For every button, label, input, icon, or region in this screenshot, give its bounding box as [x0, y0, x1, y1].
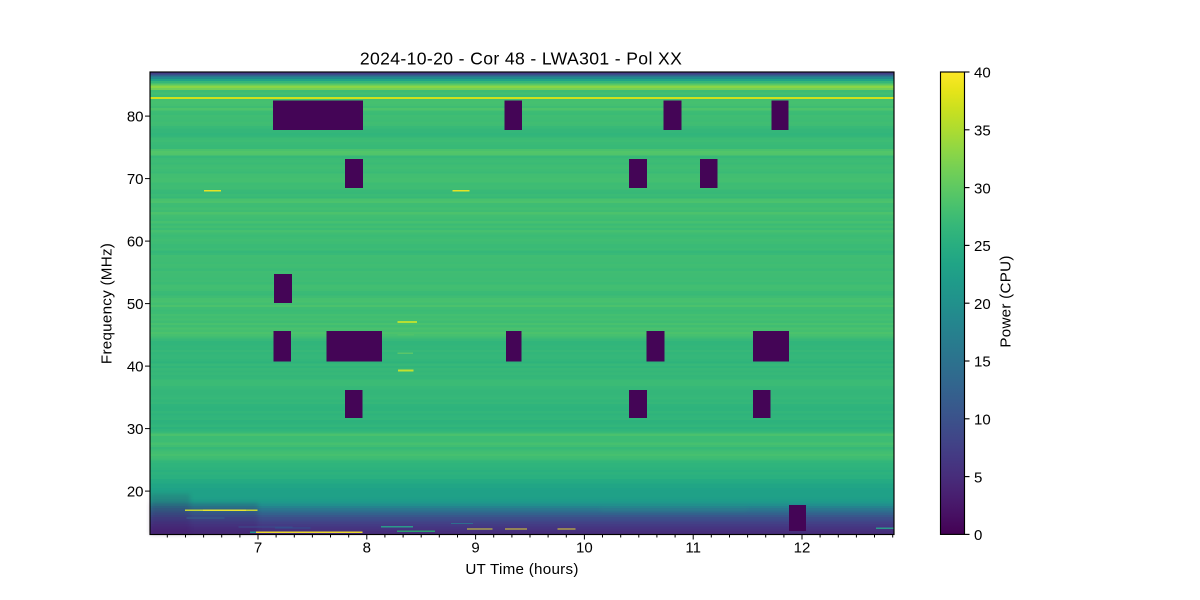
svg-text:10: 10: [576, 539, 593, 556]
svg-text:12: 12: [794, 539, 811, 556]
svg-text:35: 35: [974, 123, 991, 140]
svg-text:20: 20: [127, 484, 144, 501]
svg-text:70: 70: [127, 171, 144, 188]
svg-text:30: 30: [974, 180, 991, 197]
svg-text:10: 10: [974, 412, 991, 429]
svg-text:0: 0: [974, 527, 982, 544]
svg-text:20: 20: [974, 296, 991, 313]
svg-text:80: 80: [127, 109, 144, 126]
svg-text:30: 30: [127, 421, 144, 438]
svg-text:5: 5: [974, 469, 982, 486]
svg-text:60: 60: [127, 234, 144, 251]
svg-text:15: 15: [974, 354, 991, 371]
svg-text:Power (CPU): Power (CPU): [997, 255, 1014, 347]
svg-text:11: 11: [685, 539, 701, 556]
svg-text:Frequency (MHz): Frequency (MHz): [99, 243, 116, 364]
svg-text:40: 40: [127, 359, 144, 376]
svg-text:9: 9: [471, 539, 479, 556]
svg-text:2024-10-20 - Cor 48 - LWA301 -: 2024-10-20 - Cor 48 - LWA301 - Pol XX: [360, 49, 682, 69]
svg-text:25: 25: [974, 238, 991, 255]
svg-text:40: 40: [974, 65, 991, 82]
svg-text:8: 8: [363, 539, 371, 556]
svg-text:50: 50: [127, 296, 144, 313]
svg-text:7: 7: [254, 539, 262, 556]
svg-text:UT Time (hours): UT Time (hours): [465, 561, 578, 578]
